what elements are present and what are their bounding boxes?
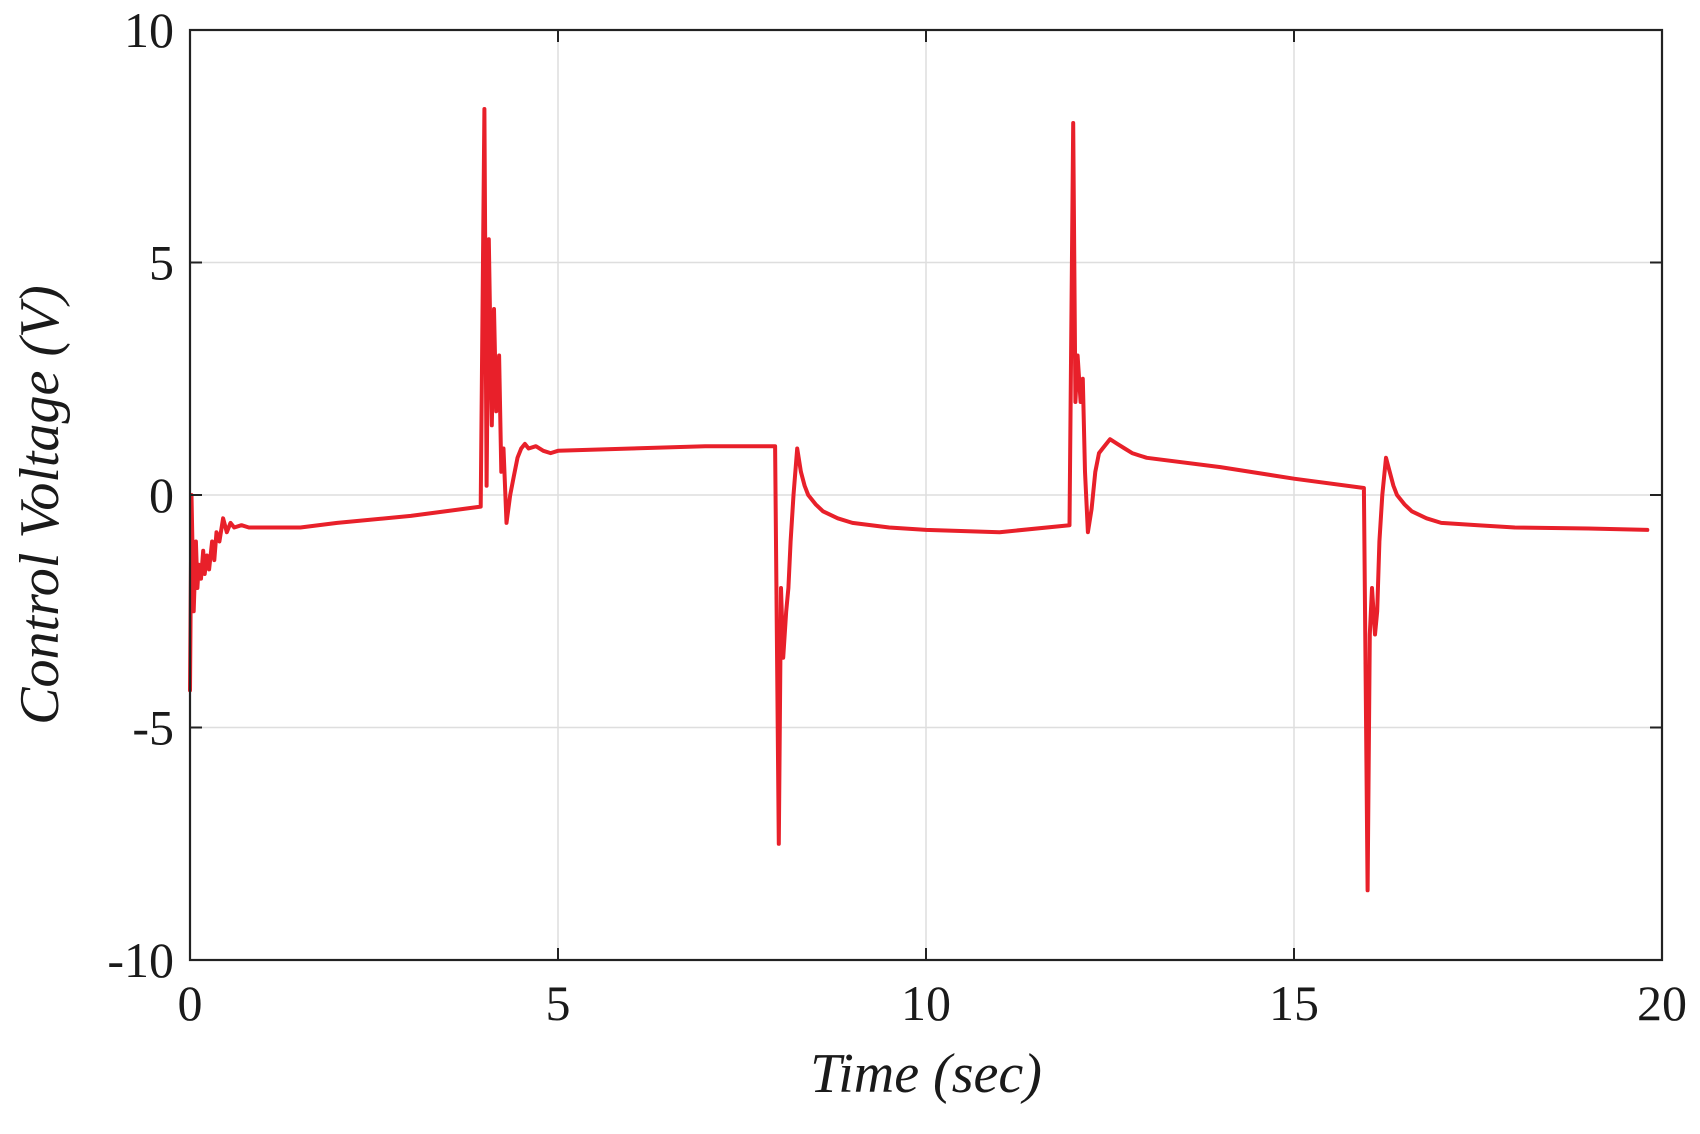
y-axis-title: Control Voltage (V) (9, 285, 71, 725)
tick-marks (189, 29, 1663, 961)
series-line (188, 107, 1650, 893)
x-axis-title: Time (sec) (810, 1043, 1042, 1105)
y-tick-label: 10 (124, 2, 174, 58)
y-tick-labels: -10 -5 0 5 10 (107, 2, 174, 988)
y-tick-label: -5 (132, 700, 174, 756)
y-tick-label: -10 (107, 932, 174, 988)
series-layer (188, 107, 1650, 893)
x-tick-label: 10 (901, 975, 951, 1031)
x-tick-labels: 0 5 10 15 20 (178, 975, 1688, 1031)
x-tick-label: 15 (1269, 975, 1319, 1031)
x-tick-label: 5 (546, 975, 571, 1031)
y-tick-label: 0 (149, 467, 174, 523)
x-tick-label: 0 (178, 975, 203, 1031)
grid-lines (190, 30, 1662, 960)
x-tick-label: 20 (1637, 975, 1687, 1031)
y-tick-label: 5 (149, 235, 174, 291)
